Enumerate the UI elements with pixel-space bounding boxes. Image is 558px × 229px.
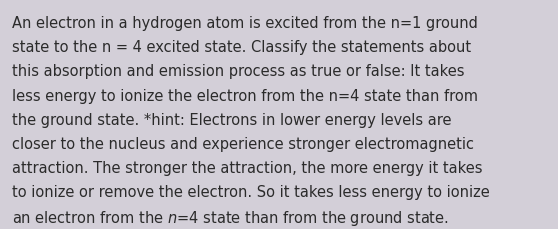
- Text: attraction. The stronger the attraction, the more energy it takes: attraction. The stronger the attraction,…: [12, 160, 483, 175]
- Text: state to the n = 4 excited state. Classify the statements about: state to the n = 4 excited state. Classi…: [12, 40, 472, 55]
- Text: an electron from the $\mathit{n}$=4 state than from the ground state.: an electron from the $\mathit{n}$=4 stat…: [12, 208, 449, 227]
- Text: to ionize or remove the electron. So it takes less energy to ionize: to ionize or remove the electron. So it …: [12, 184, 490, 199]
- Text: closer to the nucleus and experience stronger electromagnetic: closer to the nucleus and experience str…: [12, 136, 474, 151]
- Text: this absorption and emission process as true or false: It takes: this absorption and emission process as …: [12, 64, 465, 79]
- Text: An electron in a hydrogen atom is excited from the n=1 ground: An electron in a hydrogen atom is excite…: [12, 16, 478, 31]
- Text: less energy to ionize the electron from the n=4 state than from: less energy to ionize the electron from …: [12, 88, 478, 103]
- Text: the ground state. *hint: Electrons in lower energy levels are: the ground state. *hint: Electrons in lo…: [12, 112, 452, 127]
